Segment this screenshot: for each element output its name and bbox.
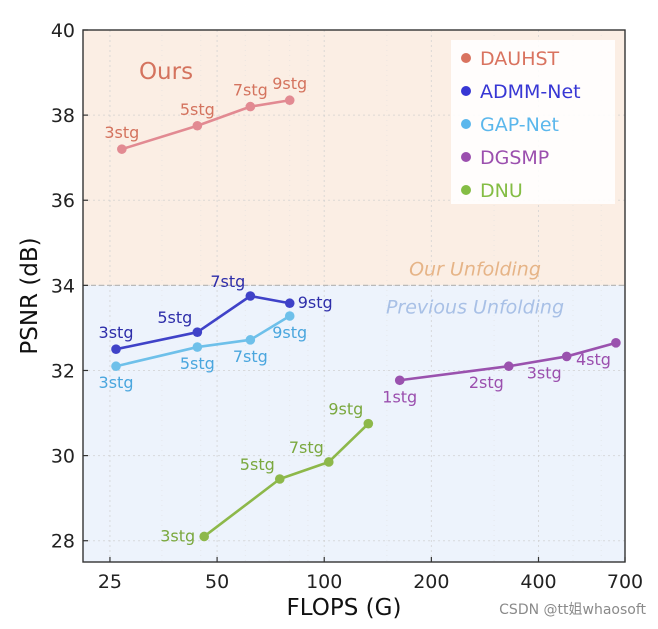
data-label: 1stg	[382, 387, 417, 406]
data-label: 3stg	[99, 373, 134, 392]
data-label: 3stg	[160, 526, 195, 545]
data-label: 3stg	[104, 123, 139, 142]
y-tick-label: 36	[51, 190, 75, 212]
series-dauhst: 3stg 5stg 7stg 9stg	[104, 74, 307, 154]
y-axis-ticks: 28 30 32 34 36 38 40	[51, 20, 88, 553]
legend-marker	[461, 53, 471, 63]
legend-marker	[461, 185, 471, 195]
series-line	[203, 422, 370, 538]
series-line	[121, 98, 290, 151]
data-label: 5stg	[157, 308, 192, 327]
data-point	[192, 120, 203, 131]
series-dgsmp: 1stg 2stg 3stg 4stg	[382, 338, 621, 406]
data-label: 7stg	[289, 438, 324, 457]
y-tick-label: 30	[51, 446, 75, 468]
data-label: 2stg	[469, 373, 504, 392]
data-label: 3stg	[527, 363, 562, 382]
data-point	[323, 457, 334, 467]
data-label: 5stg	[180, 354, 215, 373]
previous-unfolding-region	[83, 285, 625, 562]
watermark-text: CSDN @tt姐whaosoft	[499, 602, 646, 618]
legend-marker	[461, 152, 471, 162]
x-tick-label: 400	[520, 571, 556, 593]
legend-marker	[461, 86, 471, 96]
x-tick-label: 200	[413, 571, 449, 593]
legend-label: DAUHST	[480, 48, 560, 70]
series-line	[115, 314, 291, 368]
x-tick-label: 25	[98, 571, 122, 593]
data-point	[192, 342, 203, 352]
data-label: 9stg	[272, 323, 307, 342]
x-tick-label: 700	[607, 571, 643, 593]
legend-box	[451, 40, 615, 204]
y-axis-title: PSNR (dB)	[17, 237, 43, 354]
ours-label: Ours	[139, 59, 193, 85]
legend-label: DGSMP	[480, 147, 549, 169]
data-point	[284, 298, 295, 309]
data-label: 4stg	[576, 350, 611, 369]
y-tick-label: 34	[51, 275, 75, 297]
data-point	[199, 531, 209, 542]
our-unfolding-label: Our Unfolding	[409, 258, 541, 280]
data-label: 5stg	[240, 455, 275, 474]
y-tick-label: 32	[51, 360, 75, 382]
x-axis-title: FLOPS (G)	[287, 595, 402, 621]
data-point	[284, 311, 295, 321]
data-point	[245, 335, 256, 345]
y-tick-label: 28	[51, 531, 75, 553]
data-label: 7stg	[233, 347, 268, 366]
data-point	[394, 375, 405, 386]
data-point	[561, 351, 572, 362]
data-label: 3stg	[99, 323, 134, 342]
x-tick-label: 100	[306, 571, 342, 593]
legend: DAUHST ADMM-Net GAP-Net DGSMP DNU	[451, 40, 615, 204]
legend-label: ADMM-Net	[480, 81, 581, 103]
data-point	[111, 344, 121, 355]
data-point	[503, 361, 514, 372]
series-line	[115, 294, 290, 351]
data-label: 7stg	[233, 81, 268, 100]
data-point	[245, 291, 256, 301]
data-label: 5stg	[180, 100, 215, 119]
data-point	[611, 338, 621, 348]
plot-frame	[82, 29, 626, 563]
data-point	[274, 474, 285, 484]
x-axis-ticks: 25 50 100 200 400 700	[98, 557, 643, 593]
data-label: 9stg	[328, 400, 363, 419]
data-point	[363, 418, 374, 429]
data-point	[245, 101, 256, 112]
data-point	[284, 95, 295, 106]
data-point	[192, 327, 203, 337]
legend-label: DNU	[480, 180, 523, 202]
data-label: 9stg	[298, 293, 333, 312]
data-label: 7stg	[210, 272, 245, 291]
y-tick-label: 38	[51, 105, 75, 127]
legend-marker	[461, 119, 471, 129]
x-tick-label: 50	[205, 571, 229, 593]
previous-unfolding-label: Previous Unfolding	[386, 296, 564, 318]
y-tick-label: 40	[51, 20, 75, 42]
data-label: 9stg	[272, 74, 307, 93]
legend-label: GAP-Net	[480, 114, 559, 136]
series-line	[399, 341, 617, 382]
data-point	[117, 144, 127, 154]
series-admm-net: 3stg 5stg 7stg 9stg	[99, 272, 333, 355]
data-point	[111, 361, 121, 372]
